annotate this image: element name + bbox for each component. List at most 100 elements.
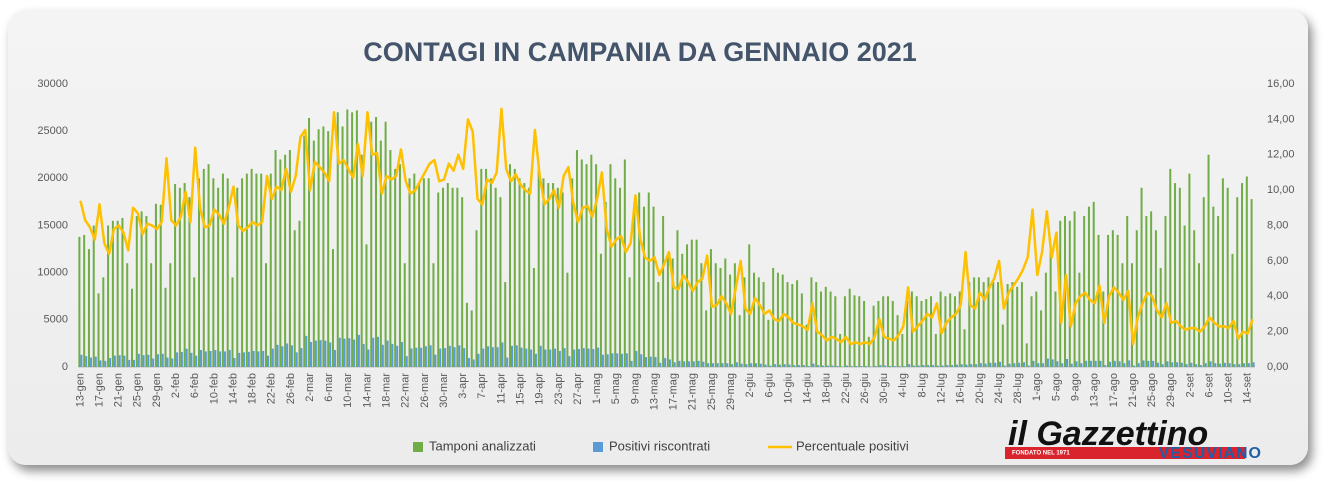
bar: [410, 348, 413, 367]
bar: [262, 350, 265, 367]
bar: [860, 366, 863, 367]
bar: [126, 263, 129, 367]
bar: [83, 234, 86, 367]
x-tick-label: 27-apr: [572, 373, 584, 405]
bar: [1018, 362, 1021, 367]
bar: [281, 346, 284, 367]
x-tick-label: 25-gen: [132, 373, 144, 407]
bar: [757, 277, 760, 367]
x-tick-label: 14-giu: [802, 373, 814, 404]
bar: [867, 336, 870, 367]
bar: [405, 356, 408, 367]
bar: [499, 197, 502, 367]
bar: [456, 187, 459, 367]
bar: [958, 291, 961, 367]
bar: [355, 110, 358, 367]
x-tick-label: 26-feb: [285, 373, 297, 404]
bar: [111, 220, 114, 367]
x-tick-label: 18-mar: [381, 373, 393, 408]
bar: [1049, 249, 1052, 367]
bar: [888, 366, 891, 367]
bar: [317, 129, 320, 367]
chart-title: CONTAGI IN CAMPANIA DA GENNAIO 2021: [363, 37, 917, 67]
bar: [506, 357, 509, 367]
bar: [640, 354, 643, 367]
bar: [107, 225, 110, 367]
bar: [128, 359, 131, 367]
bar: [511, 345, 514, 367]
bar: [303, 135, 306, 367]
bar: [647, 192, 650, 367]
bar: [1094, 360, 1097, 367]
bar: [202, 168, 205, 367]
bar: [131, 288, 134, 367]
bar: [688, 361, 691, 367]
bar: [271, 348, 274, 367]
bar: [515, 345, 518, 367]
bar: [1190, 362, 1193, 367]
y-tick-label: 15000: [37, 219, 68, 231]
bar: [1080, 363, 1083, 367]
bar: [174, 183, 177, 367]
bar: [738, 315, 741, 367]
x-tick-label: 6-feb: [189, 373, 201, 398]
bar: [1188, 173, 1191, 367]
bar: [491, 347, 494, 367]
x-tick-label: 4-lug: [897, 373, 909, 397]
y2-tick-label: 8,00: [1267, 219, 1288, 231]
bar: [461, 197, 464, 367]
x-tick-label: 13-mag: [648, 373, 660, 410]
bar: [1171, 362, 1174, 367]
bar: [458, 345, 461, 367]
bar: [494, 187, 497, 367]
bar: [920, 300, 923, 367]
bar: [523, 183, 526, 367]
bar: [927, 365, 930, 367]
bar: [798, 365, 801, 367]
bar: [475, 230, 478, 367]
bar: [721, 363, 724, 367]
bar: [1204, 363, 1207, 367]
bar: [764, 364, 767, 367]
bar: [1061, 363, 1064, 367]
bar: [719, 267, 722, 367]
x-tick-label: 6-giu: [763, 373, 775, 397]
bar: [577, 349, 580, 367]
bar: [695, 239, 698, 367]
bar: [99, 360, 102, 367]
bar: [1089, 360, 1092, 367]
bar: [312, 140, 315, 367]
bar: [571, 178, 574, 367]
bar: [467, 358, 470, 367]
bar: [331, 249, 334, 367]
bar: [702, 361, 705, 367]
x-tick-label: 7-apr: [476, 373, 488, 399]
bar: [934, 333, 937, 367]
bar: [245, 173, 248, 367]
bar: [781, 274, 784, 367]
bar: [855, 366, 858, 367]
bar: [767, 319, 770, 367]
bar: [949, 293, 952, 367]
legend-swatch: [413, 442, 423, 452]
bar: [200, 350, 203, 367]
bar: [568, 356, 571, 367]
bar: [370, 121, 373, 367]
x-tick-label: 14-mar: [361, 373, 373, 408]
bar: [1068, 220, 1071, 367]
bar: [625, 353, 628, 367]
bar: [137, 353, 140, 367]
x-tick-label: 1-mag: [591, 373, 603, 404]
bar: [135, 216, 138, 367]
bar: [915, 296, 918, 367]
y2-tick-label: 12,00: [1267, 149, 1295, 161]
bar: [547, 183, 550, 367]
x-tick-label: 30-mar: [438, 373, 450, 408]
bar: [164, 287, 167, 367]
bar: [1247, 363, 1250, 367]
bar: [102, 277, 105, 367]
bar: [448, 345, 451, 367]
bar: [1020, 282, 1023, 367]
bar: [726, 363, 729, 367]
